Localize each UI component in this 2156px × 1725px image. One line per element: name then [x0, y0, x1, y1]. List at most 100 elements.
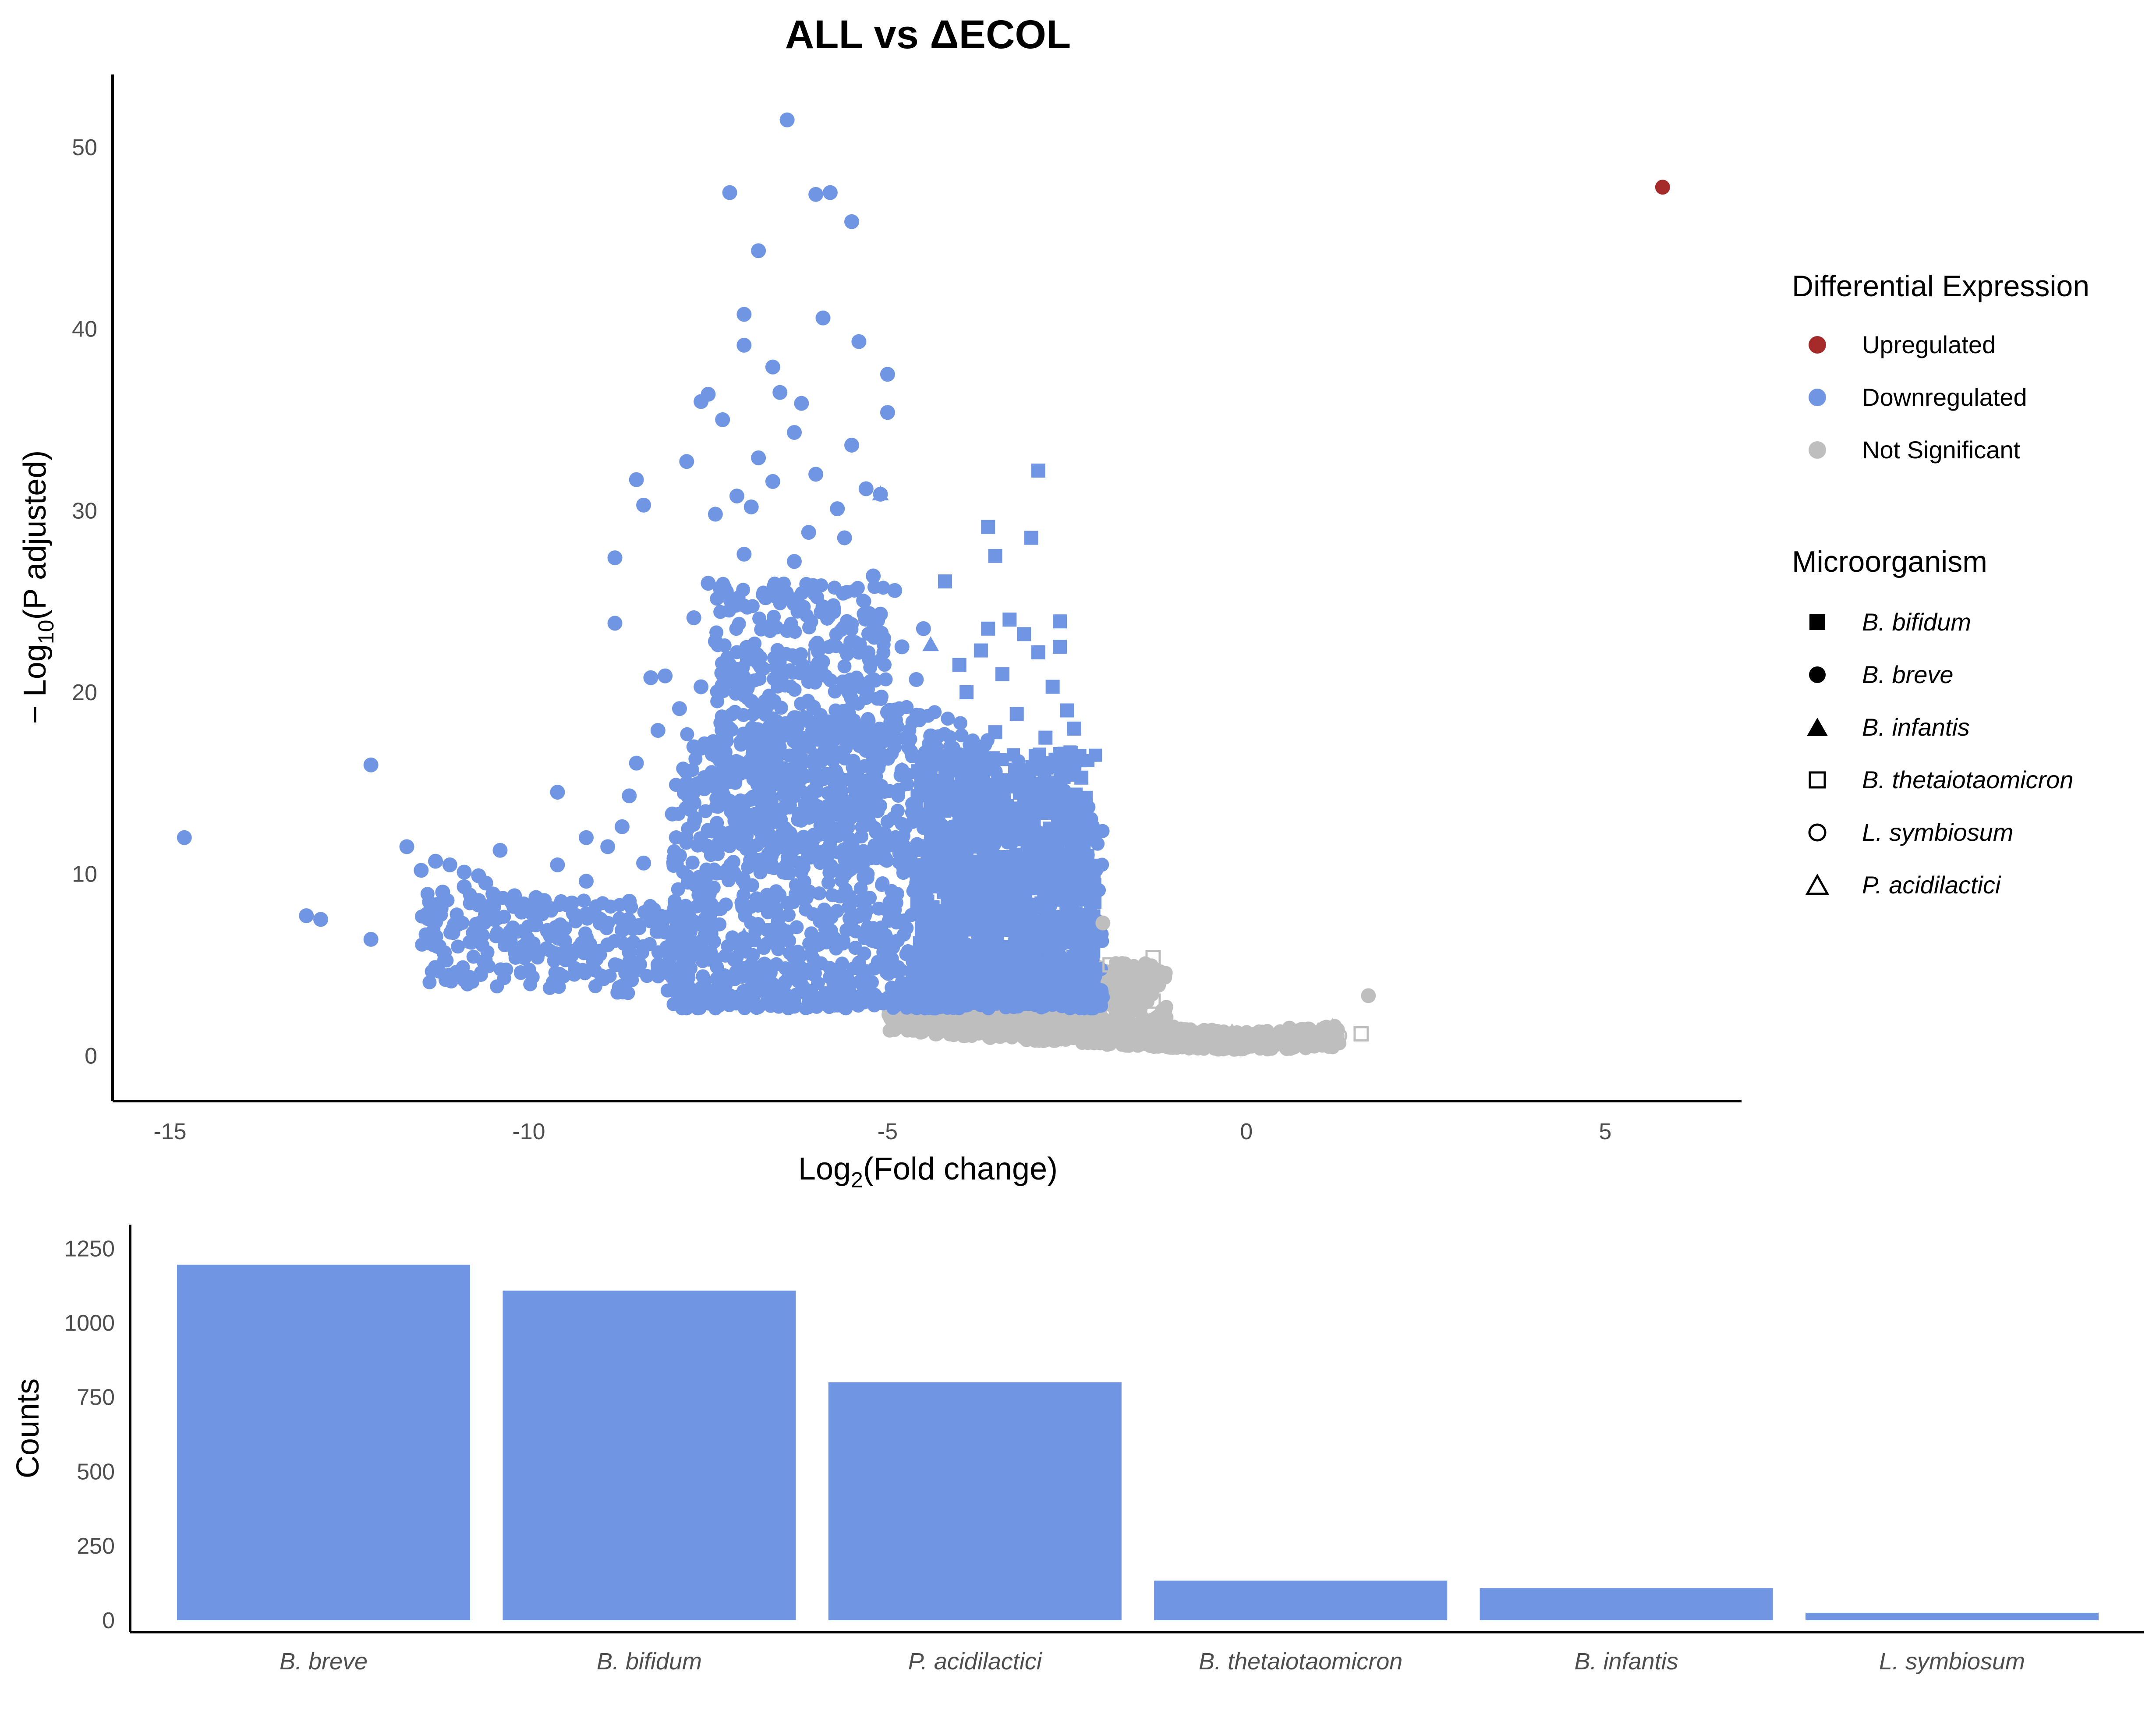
down-point: [851, 696, 865, 711]
down-point: [1034, 761, 1047, 774]
down-point: [464, 892, 479, 907]
down-point: [595, 896, 610, 910]
down-point: [722, 988, 737, 1003]
down-point: [808, 187, 824, 202]
ns-point: [889, 1014, 904, 1029]
down-point: [933, 989, 947, 1002]
down-point: [958, 906, 972, 920]
bar: [828, 1382, 1122, 1620]
down-point: [798, 902, 813, 917]
legend-label-up: Upregulated: [1862, 331, 1996, 358]
ns-point: [1095, 1030, 1109, 1045]
down-point: [786, 554, 802, 569]
down-point: [782, 946, 797, 960]
down-point: [830, 501, 845, 517]
legend-label-ns: Not Significant: [1862, 436, 2021, 464]
down-point: [636, 939, 651, 954]
down-point: [854, 906, 869, 921]
down-point: [839, 923, 854, 938]
down-point: [1086, 950, 1099, 964]
down-point: [971, 757, 985, 771]
down-point: [552, 971, 567, 985]
down-point: [708, 634, 723, 649]
down-point: [658, 668, 673, 684]
down-point: [822, 865, 837, 880]
down-point: [1006, 990, 1020, 1004]
down-point: [963, 918, 976, 932]
volcano-y-tick-label: 30: [72, 498, 97, 524]
down-point: [510, 924, 525, 939]
down-point: [791, 855, 805, 870]
bar-category-label: B. infantis: [1575, 1648, 1678, 1675]
down-point: [736, 582, 751, 597]
down-point: [1074, 770, 1089, 785]
down-point: [614, 819, 630, 834]
volcano-y-tick-label: 0: [85, 1043, 97, 1069]
down-point: [658, 924, 673, 940]
down-point: [707, 935, 721, 949]
down-point: [497, 910, 511, 924]
down-point: [1045, 787, 1060, 801]
down-point: [910, 800, 924, 814]
down-point: [611, 958, 625, 973]
down-point: [607, 550, 623, 566]
down-point: [1087, 977, 1101, 991]
down-point: [629, 472, 644, 487]
down-point: [687, 796, 702, 810]
down-point: [767, 609, 781, 624]
down-point: [694, 679, 709, 694]
down-point: [575, 963, 590, 977]
down-point: [959, 993, 973, 1006]
down-point: [850, 859, 864, 873]
down-point: [872, 485, 889, 500]
down-point: [1038, 730, 1053, 745]
down-point: [1017, 763, 1031, 778]
down-point: [785, 594, 799, 608]
down-point: [876, 581, 890, 595]
down-point: [808, 467, 824, 482]
down-point: [836, 711, 850, 726]
down-point: [727, 773, 741, 787]
down-point: [808, 648, 824, 664]
down-point: [712, 975, 727, 990]
legend-shape-title: Microorganism: [1792, 545, 1987, 578]
down-point: [823, 673, 838, 687]
down-point: [745, 599, 760, 613]
down-point: [779, 623, 795, 638]
down-point: [643, 914, 657, 928]
down-point: [579, 830, 594, 845]
down-point: [923, 933, 936, 947]
down-point: [665, 806, 680, 822]
down-point: [1060, 703, 1074, 718]
down-point: [899, 947, 913, 961]
down-point: [997, 787, 1011, 801]
down-point: [981, 520, 995, 534]
down-point: [363, 932, 379, 947]
down-point: [1053, 747, 1067, 761]
down-point: [757, 941, 771, 955]
down-point: [528, 890, 544, 905]
down-point: [629, 755, 644, 771]
down-point: [949, 942, 963, 956]
down-point: [557, 921, 572, 936]
down-point: [920, 960, 934, 973]
bar-category-label: B. thetaiotaomicron: [1199, 1648, 1402, 1675]
down-point: [801, 525, 816, 540]
down-point: [550, 785, 565, 800]
down-point: [1062, 897, 1076, 911]
down-point: [837, 659, 852, 673]
down-point: [811, 976, 825, 991]
down-point: [948, 838, 962, 851]
down-point: [876, 645, 891, 660]
down-point: [972, 890, 985, 903]
down-point: [1053, 640, 1067, 654]
down-point: [993, 826, 1007, 840]
down-point: [858, 990, 872, 1004]
down-point: [1062, 982, 1076, 996]
down-point: [722, 185, 737, 200]
down-point: [1067, 721, 1081, 736]
legend-label-p-acidilactici: P. acidilactici: [1862, 871, 2001, 899]
down-point: [891, 933, 905, 948]
ns-point: [1113, 976, 1127, 991]
down-point: [873, 783, 888, 797]
